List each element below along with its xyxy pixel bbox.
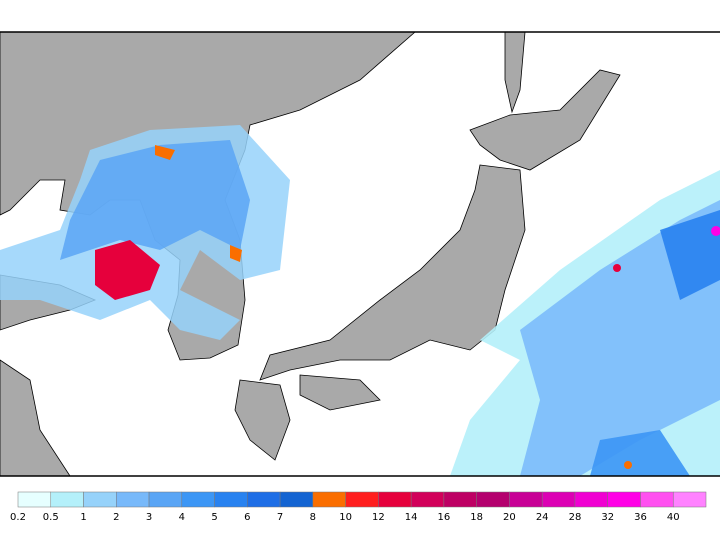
colorbar-label: 32 [601, 512, 614, 523]
colorbar-swatch [214, 491, 248, 508]
colorbar-swatch [574, 491, 608, 508]
colorbar-label: 4 [179, 512, 185, 523]
map [0, 31, 720, 477]
colorbar-label: 0.5 [43, 512, 59, 523]
colorbar-swatch [279, 491, 314, 508]
colorbar-label: 40 [667, 512, 680, 523]
colorbar-label: 5 [211, 512, 217, 523]
colorbar-label: 24 [536, 512, 549, 523]
colorbar-swatch [607, 491, 641, 508]
precipitation [0, 125, 720, 476]
colorbar-swatch [83, 491, 117, 508]
colorbar-swatch [443, 491, 477, 508]
colorbar-label: 8 [310, 512, 316, 523]
colorbar-swatch [476, 491, 510, 508]
colorbar-label: 20 [503, 512, 516, 523]
colorbar-swatch [247, 491, 281, 508]
colorbar-label: 18 [470, 512, 483, 523]
colorbar-swatch [640, 491, 674, 508]
colorbar-swatch [181, 491, 215, 508]
colorbar-label: 2 [113, 512, 119, 523]
colorbar: 0.2 0.5 1 2 3 4 5 6 7 8 10 12 14 16 18 20 24 28 32 36 40 [10, 491, 707, 523]
colorbar-label: 6 [244, 512, 250, 523]
colorbar-swatch [345, 491, 379, 508]
colorbar-swatch [378, 491, 412, 508]
colorbar-label: 1 [80, 512, 86, 523]
colorbar-label: 36 [634, 512, 647, 523]
colorbar-label: 10 [339, 512, 352, 523]
colorbar-label: 12 [372, 512, 385, 523]
colorbar-swatch [148, 491, 183, 508]
colorbar-swatch [541, 491, 576, 508]
colorbar-swatch [672, 491, 707, 508]
colorbar-swatch [50, 491, 84, 508]
colorbar-swatch [17, 491, 52, 508]
colorbar-label: 7 [277, 512, 283, 523]
colorbar-swatch [410, 491, 445, 508]
colorbar-label: 14 [405, 512, 418, 523]
colorbar-swatch [509, 491, 543, 508]
colorbar-label: 28 [569, 512, 582, 523]
colorbar-label: 0.2 [10, 512, 26, 523]
colorbar-label: 16 [438, 512, 451, 523]
colorbar-swatch [116, 491, 150, 508]
colorbar-swatch [312, 491, 346, 508]
colorbar-label: 3 [146, 512, 152, 523]
